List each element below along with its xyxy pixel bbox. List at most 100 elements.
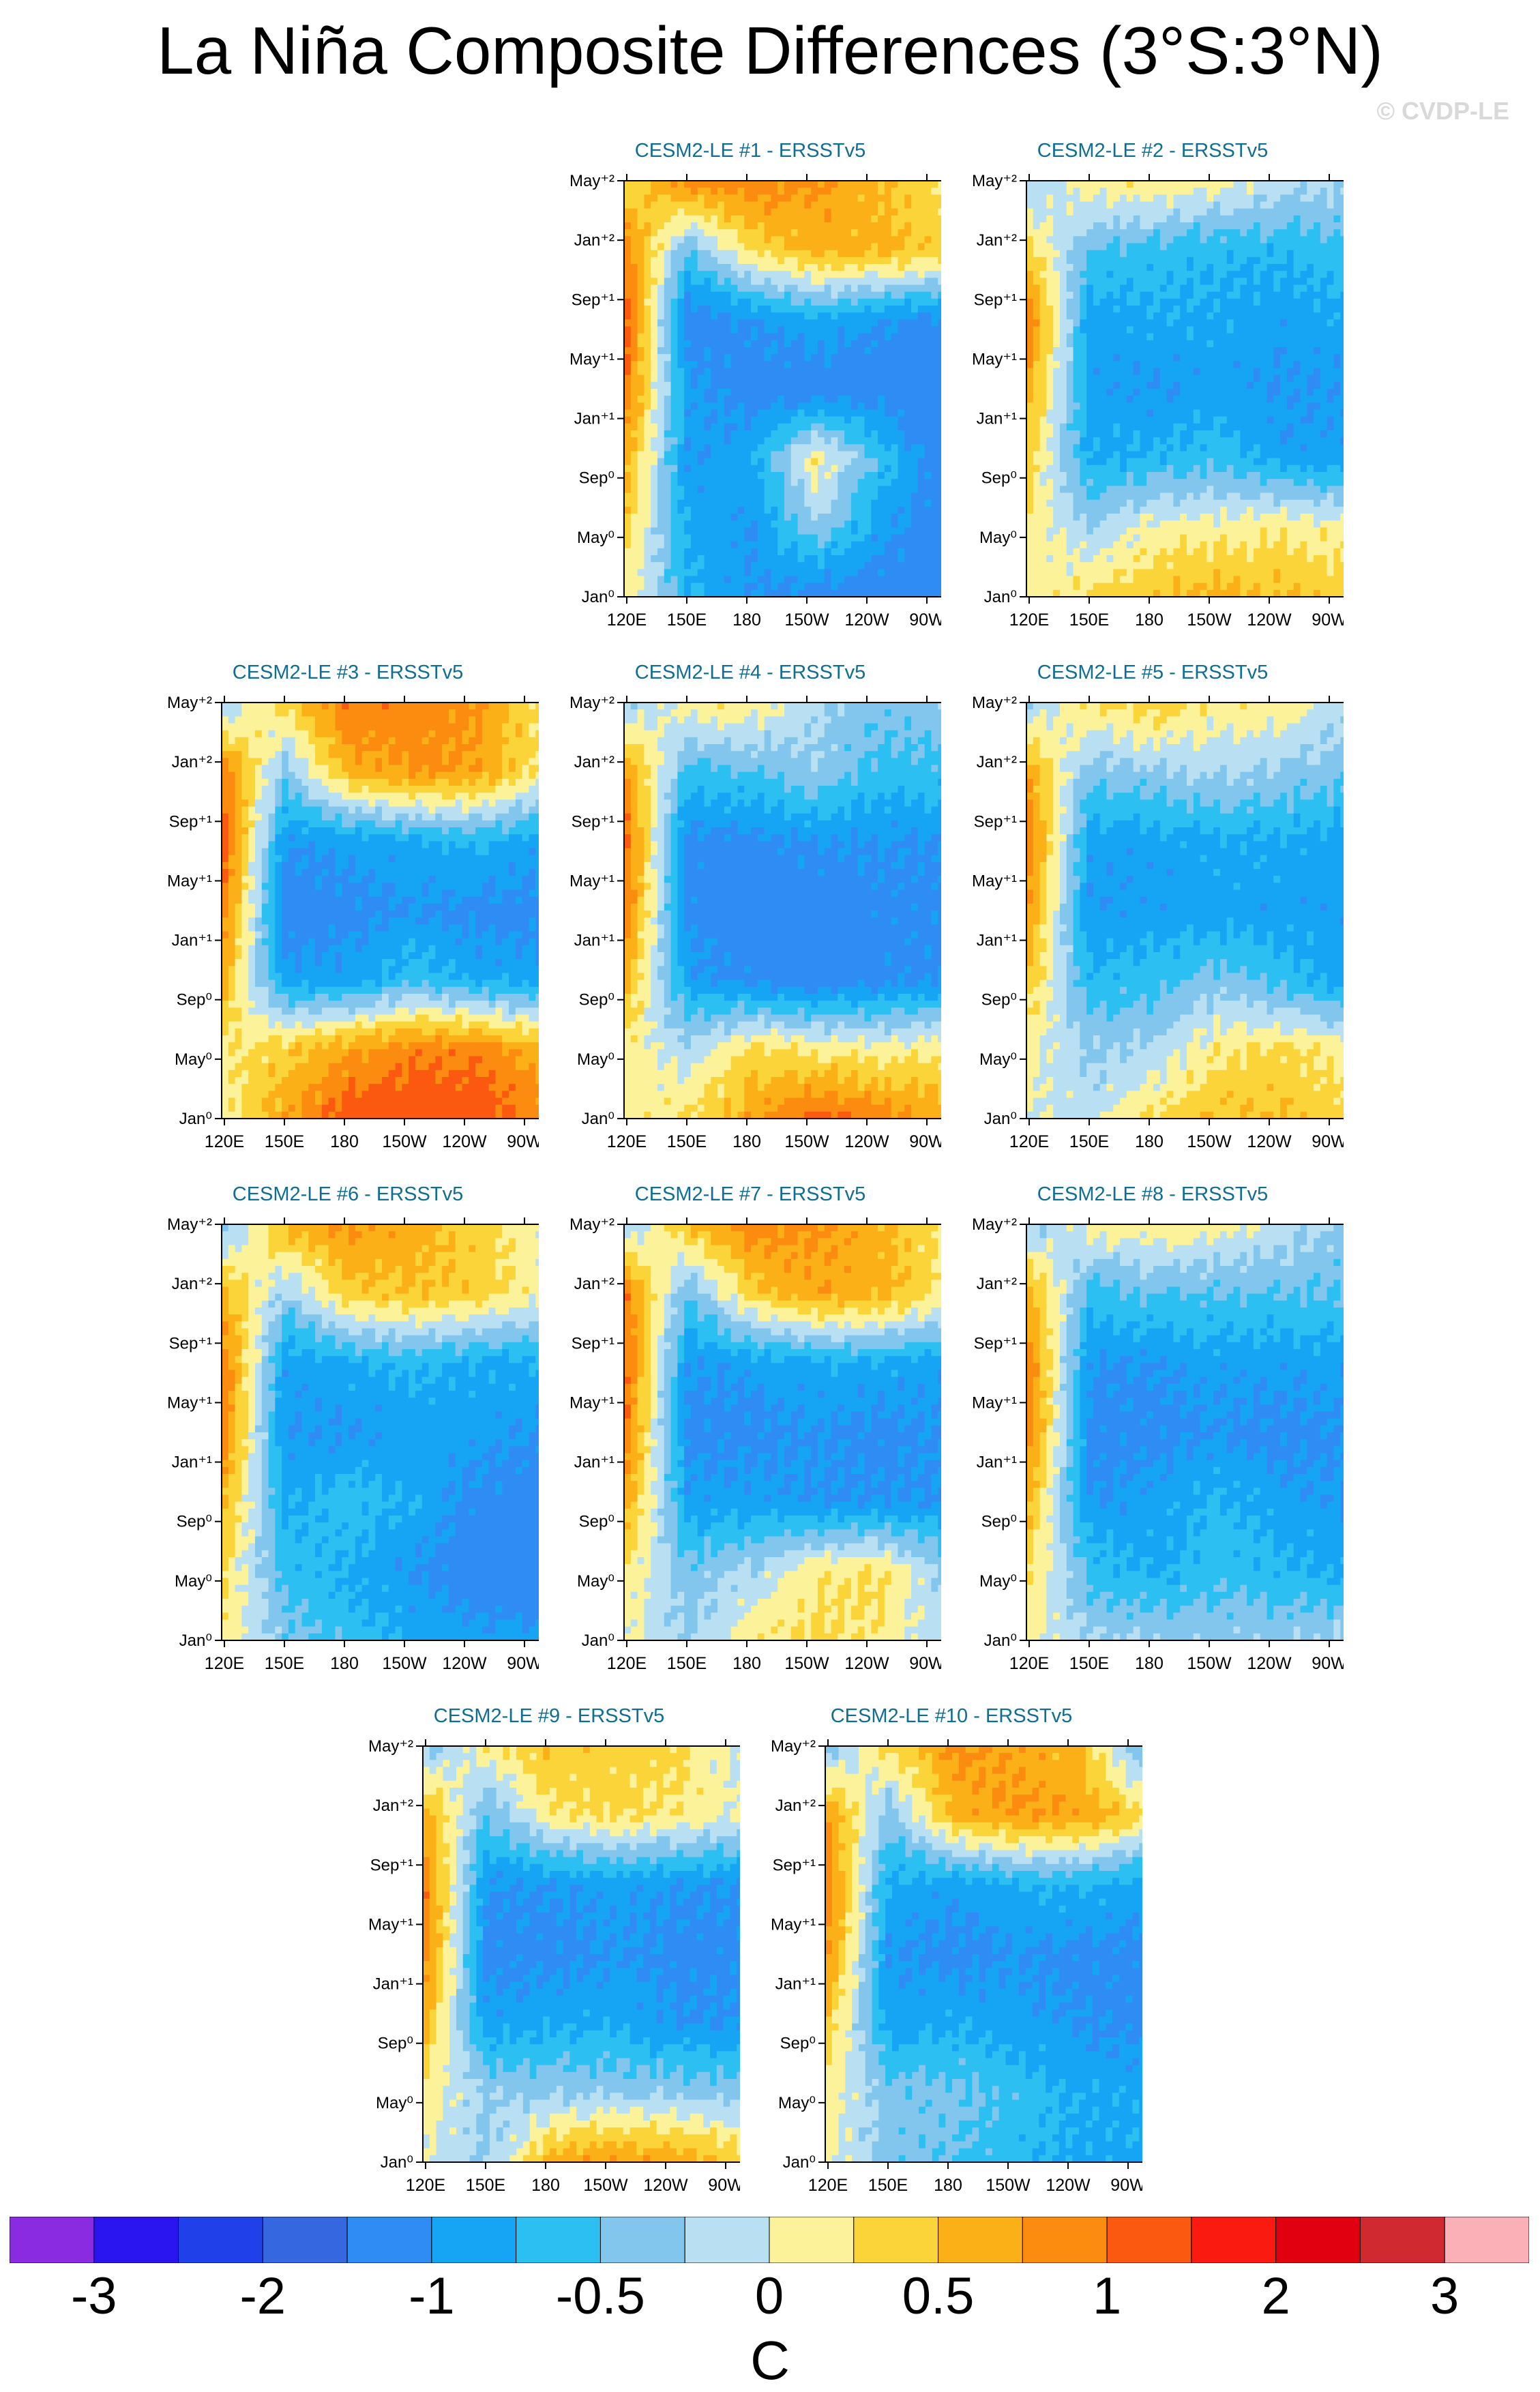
heatmap-cell (1219, 354, 1228, 361)
heatmap-cell (844, 354, 852, 361)
heatmap-cell (677, 381, 685, 389)
heatmap-cell (1026, 389, 1034, 396)
heatmap-cell (1140, 312, 1147, 320)
heatmap-cell (1039, 284, 1047, 293)
heatmap-cell (1086, 437, 1094, 445)
heatmap-cell (1273, 250, 1281, 258)
heatmap-cell (657, 451, 665, 459)
heatmap-cell (1193, 451, 1201, 459)
heatmap-cell (1140, 236, 1147, 244)
heatmap-cell (1247, 236, 1254, 244)
heatmap-cell (1086, 458, 1094, 466)
heatmap-cell (1059, 409, 1067, 417)
heatmap-cell (904, 284, 912, 293)
heatmap-cell (1093, 215, 1101, 223)
heatmap-cell (884, 374, 892, 383)
heatmap-cell (1080, 306, 1087, 313)
heatmap-cell (684, 278, 692, 286)
heatmap-cell (831, 347, 838, 355)
heatmap-cell (1253, 250, 1261, 258)
heatmap-cell (677, 416, 685, 424)
y-tick-label: May⁺² (569, 172, 614, 190)
heatmap-cell (1260, 340, 1268, 348)
heatmap-cell (677, 264, 685, 271)
heatmap-cell (1140, 208, 1147, 216)
heatmap-cell (864, 486, 872, 494)
heatmap-cell (651, 514, 658, 521)
heatmap-cell (1260, 409, 1268, 417)
heatmap-cell (624, 416, 632, 424)
heatmap-cell (811, 389, 818, 396)
heatmap-cell (891, 264, 899, 271)
heatmap-cell (838, 284, 845, 293)
heatmap-cell (891, 222, 899, 230)
heatmap-cell (717, 215, 725, 223)
heatmap-cell (884, 284, 892, 293)
heatmap-cell (1219, 458, 1228, 466)
heatmap-cell (1099, 423, 1108, 431)
heatmap-cell (904, 208, 912, 216)
heatmap-cell (1046, 306, 1054, 313)
heatmap-cell (1080, 208, 1087, 216)
heatmap-cell (891, 215, 899, 223)
heatmap-cell (878, 312, 885, 320)
heatmap-cell (690, 396, 698, 403)
heatmap-cell (871, 520, 878, 528)
heatmap-cell (884, 333, 892, 341)
heatmap-cell (778, 215, 785, 223)
heatmap-cell (757, 250, 765, 258)
heatmap-cell (1187, 402, 1194, 411)
heatmap-cell (871, 416, 878, 424)
heatmap-cell (690, 361, 698, 369)
heatmap-cell (644, 423, 651, 431)
heatmap-cell (637, 541, 645, 549)
heatmap-cell (871, 437, 878, 445)
heatmap-cell (1226, 243, 1234, 251)
heatmap-cell (871, 312, 878, 320)
heatmap-cell (1340, 381, 1344, 389)
heatmap-cell (864, 222, 872, 230)
heatmap-cell (737, 555, 745, 563)
heatmap-cell (790, 215, 799, 223)
heatmap-cell (651, 464, 658, 473)
heatmap-cell (1086, 271, 1094, 278)
heatmap-cell (1333, 458, 1341, 466)
heatmap-cell (1233, 271, 1241, 278)
heatmap-cell (1173, 402, 1181, 411)
heatmap-cell (1180, 243, 1187, 251)
heatmap-cell (1053, 458, 1061, 466)
heatmap-cell (1314, 229, 1321, 237)
heatmap-cell (1187, 194, 1194, 203)
heatmap-cell (1093, 278, 1101, 286)
heatmap-cell (778, 278, 785, 286)
heatmap-cell (630, 464, 638, 473)
heatmap-cell (811, 506, 818, 514)
heatmap-cell (1314, 472, 1321, 479)
heatmap-cell (651, 312, 658, 320)
heatmap-cell (1066, 298, 1074, 306)
heatmap-cell (1153, 215, 1161, 223)
heatmap-cell (784, 396, 792, 403)
heatmap-cell (737, 201, 745, 209)
heatmap-cell (670, 181, 678, 188)
heatmap-cell (670, 319, 678, 327)
heatmap-cell (1327, 243, 1335, 251)
heatmap-cell (1033, 472, 1041, 479)
heatmap-cell (931, 555, 938, 563)
heatmap-cell (804, 278, 812, 286)
heatmap-cell (784, 284, 792, 293)
heatmap-cell (1273, 181, 1281, 188)
heatmap-cell (1320, 250, 1328, 258)
heatmap-cell (1333, 271, 1341, 278)
heatmap-cell (778, 527, 785, 535)
heatmap-cell (871, 409, 878, 417)
heatmap-cell (757, 222, 765, 230)
heatmap-cell (1187, 423, 1194, 431)
heatmap-cell (884, 291, 892, 299)
heatmap-cell (831, 306, 838, 313)
heatmap-cell (857, 368, 865, 376)
heatmap-cell (751, 250, 758, 258)
heatmap-cell (1159, 278, 1168, 286)
heatmap-cell (1133, 319, 1141, 327)
heatmap-cell (831, 430, 838, 438)
